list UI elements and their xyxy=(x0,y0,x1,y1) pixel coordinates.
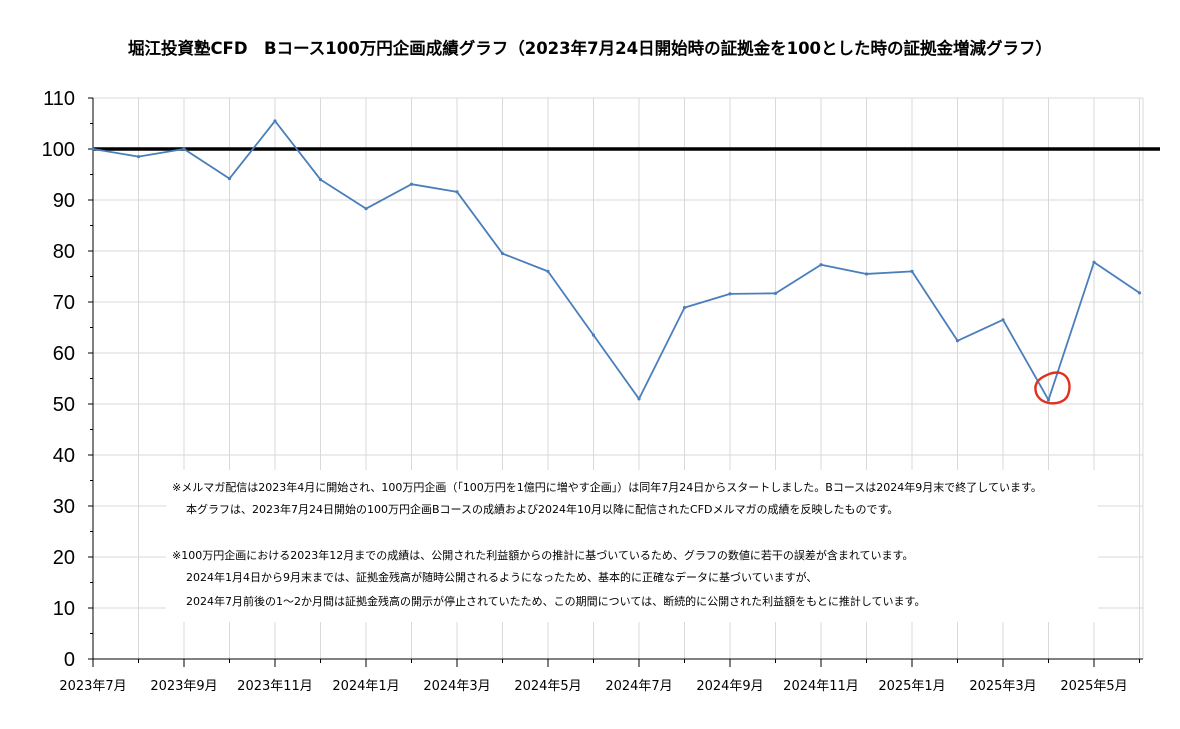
note-line-3: ※100万円企画における2023年12月までの成績は、公開された利益額からの推計… xyxy=(172,548,913,562)
data-point-10 xyxy=(500,251,505,256)
chart-title: 堀江投資塾CFD Bコース100万円企画成績グラフ（2023年7月24日開始時の… xyxy=(128,38,1052,58)
x-tick-label-11: 2025年3月 xyxy=(969,679,1036,694)
x-tick-label-2: 2023年9月 xyxy=(150,679,217,694)
note-line-4: 2024年1月4日から9月末までは、証拠金残高が随時公開されるようになったため、… xyxy=(186,570,817,584)
x-tick-label-8: 2024年9月 xyxy=(696,679,763,694)
y-tick-label-110: 110 xyxy=(43,88,75,110)
x-tick-label-5: 2024年3月 xyxy=(423,679,490,694)
y-tick-label-90: 90 xyxy=(53,190,75,212)
x-tick-label-12: 2025年5月 xyxy=(1060,679,1127,694)
y-tick-label-50: 50 xyxy=(53,394,75,416)
x-tick-label-7: 2024年7月 xyxy=(605,679,672,694)
y-tick-label-30: 30 xyxy=(53,496,75,518)
data-point-8 xyxy=(409,182,414,186)
data-point-6 xyxy=(318,178,323,182)
data-point-7 xyxy=(364,207,368,211)
x-tick-label-9: 2024年11月 xyxy=(783,679,859,694)
x-tick-label-3: 2023年11月 xyxy=(237,679,313,694)
data-point-4 xyxy=(227,176,232,181)
notes: ※メルマガ配信は2023年4月に開始され、100万円企画（「100万円を1億円に… xyxy=(172,480,1042,608)
y-tick-label-20: 20 xyxy=(53,547,75,569)
data-point-15 xyxy=(728,292,732,296)
data-point-22 xyxy=(1046,398,1051,402)
data-point-23 xyxy=(1092,260,1096,264)
y-tick-label-10: 10 xyxy=(53,598,75,620)
y-tick-label-0: 0 xyxy=(64,649,75,671)
x-tick-labels: 2023年7月 2023年9月 2023年11月 2024年1月 2024年3月 2024… xyxy=(59,679,1127,694)
x-tick-label-1: 2023年7月 xyxy=(59,679,126,694)
data-point-9 xyxy=(455,190,459,194)
data-point-2 xyxy=(136,155,141,159)
data-point-16 xyxy=(773,291,778,295)
y-tick-label-60: 60 xyxy=(53,343,75,365)
y-tick-label-70: 70 xyxy=(53,292,75,314)
data-point-24 xyxy=(1137,291,1142,295)
data-point-13 xyxy=(637,397,641,401)
x-tick-label-10: 2025年1月 xyxy=(878,679,945,694)
data-point-12 xyxy=(591,333,596,337)
data-point-14 xyxy=(682,306,687,310)
data-point-19 xyxy=(910,269,914,273)
y-tick-label-100: 100 xyxy=(42,139,75,161)
y-tick-label-40: 40 xyxy=(53,445,75,467)
data-point-18 xyxy=(864,272,869,276)
note-line-1: ※メルマガ配信は2023年4月に開始され、100万円企画（「100万円を1億円に… xyxy=(172,480,1042,494)
data-point-11 xyxy=(546,269,550,273)
highlight-circle xyxy=(1034,371,1071,405)
note-line-5: 2024年7月前後の1〜2か月間は証拠金残高の開示が停止されていたため、この期間… xyxy=(186,594,925,608)
x-tick-label-6: 2024年5月 xyxy=(514,679,581,694)
notes-box xyxy=(166,470,1098,622)
series-group xyxy=(91,119,1142,402)
data-point-17 xyxy=(819,263,823,267)
data-point-20 xyxy=(955,339,960,343)
series-line-1 xyxy=(92,120,1141,401)
y-tick-label-80: 80 xyxy=(53,241,75,263)
data-point-3 xyxy=(182,147,186,151)
y-tick-labels: 0 10 20 30 40 50 60 70 80 90 100 110 xyxy=(42,88,75,671)
x-tick-label-4: 2024年1月 xyxy=(332,679,399,694)
data-point-21 xyxy=(1001,318,1005,322)
data-point-5 xyxy=(273,119,277,123)
note-line-2: 本グラフは、2023年7月24日開始の100万円企画Bコースの成績および2024… xyxy=(186,502,898,516)
data-point-1 xyxy=(91,147,95,151)
axes xyxy=(88,97,1143,667)
highlight-group xyxy=(1034,371,1071,405)
